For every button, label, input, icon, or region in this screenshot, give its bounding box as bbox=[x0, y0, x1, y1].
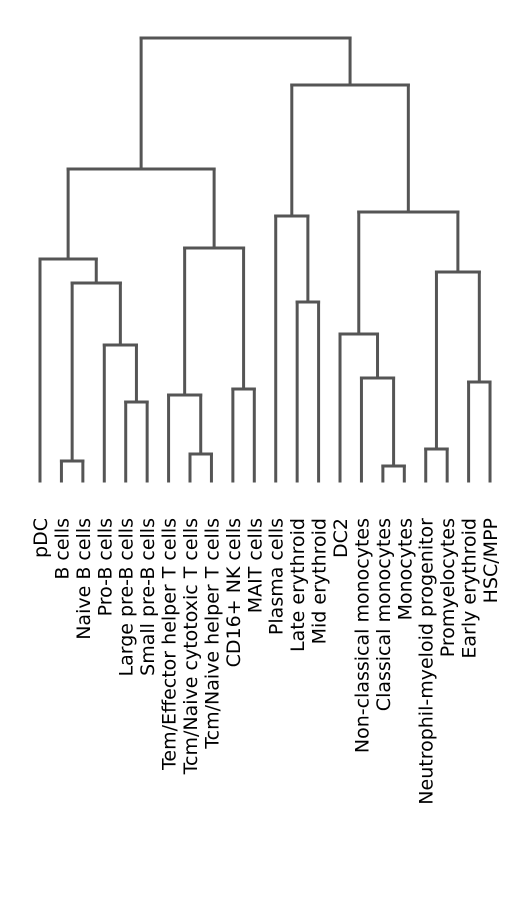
leaf-label: DC2 bbox=[330, 518, 352, 558]
dendrogram-links bbox=[38, 36, 492, 483]
leaf-label: HSC/MPP bbox=[480, 518, 502, 603]
leaf-label: pDC bbox=[30, 518, 52, 558]
leaf-label: MAIT cells bbox=[244, 518, 266, 613]
leaf-label: Pro-B cells bbox=[94, 518, 116, 616]
leaf-label: Tem/Effector helper T cells bbox=[159, 518, 181, 771]
leaf-label: Tcm/Naive cytotoxic T cells bbox=[180, 518, 202, 775]
leaf-labels: pDC B cells Naive B cells Pro-B cells Large … bbox=[30, 518, 502, 805]
leaf-label: Large pre-B cells bbox=[116, 518, 138, 677]
leaf-label: Tcm/Naive helper T cells bbox=[201, 518, 223, 750]
leaf-label: Naive B cells bbox=[73, 518, 95, 640]
leaf-label: Promyelocytes bbox=[437, 518, 459, 657]
leaf-label: Non-classical monocytes bbox=[351, 518, 373, 753]
leaf-label: Classical monocytes bbox=[373, 518, 395, 711]
leaf-label: CD16+ NK cells bbox=[223, 518, 245, 667]
leaf-label: Early erythroid bbox=[459, 518, 481, 659]
leaf-label: Plasma cells bbox=[266, 518, 288, 635]
leaf-label: Small pre-B cells bbox=[137, 518, 159, 676]
leaf-label: Neutrophil-myeloid progenitor bbox=[416, 518, 438, 805]
leaf-label: Late erythroid bbox=[287, 518, 309, 652]
leaf-label: Monocytes bbox=[394, 518, 416, 620]
leaf-label: B cells bbox=[51, 518, 73, 580]
leaf-label: Mid erythroid bbox=[309, 518, 331, 644]
